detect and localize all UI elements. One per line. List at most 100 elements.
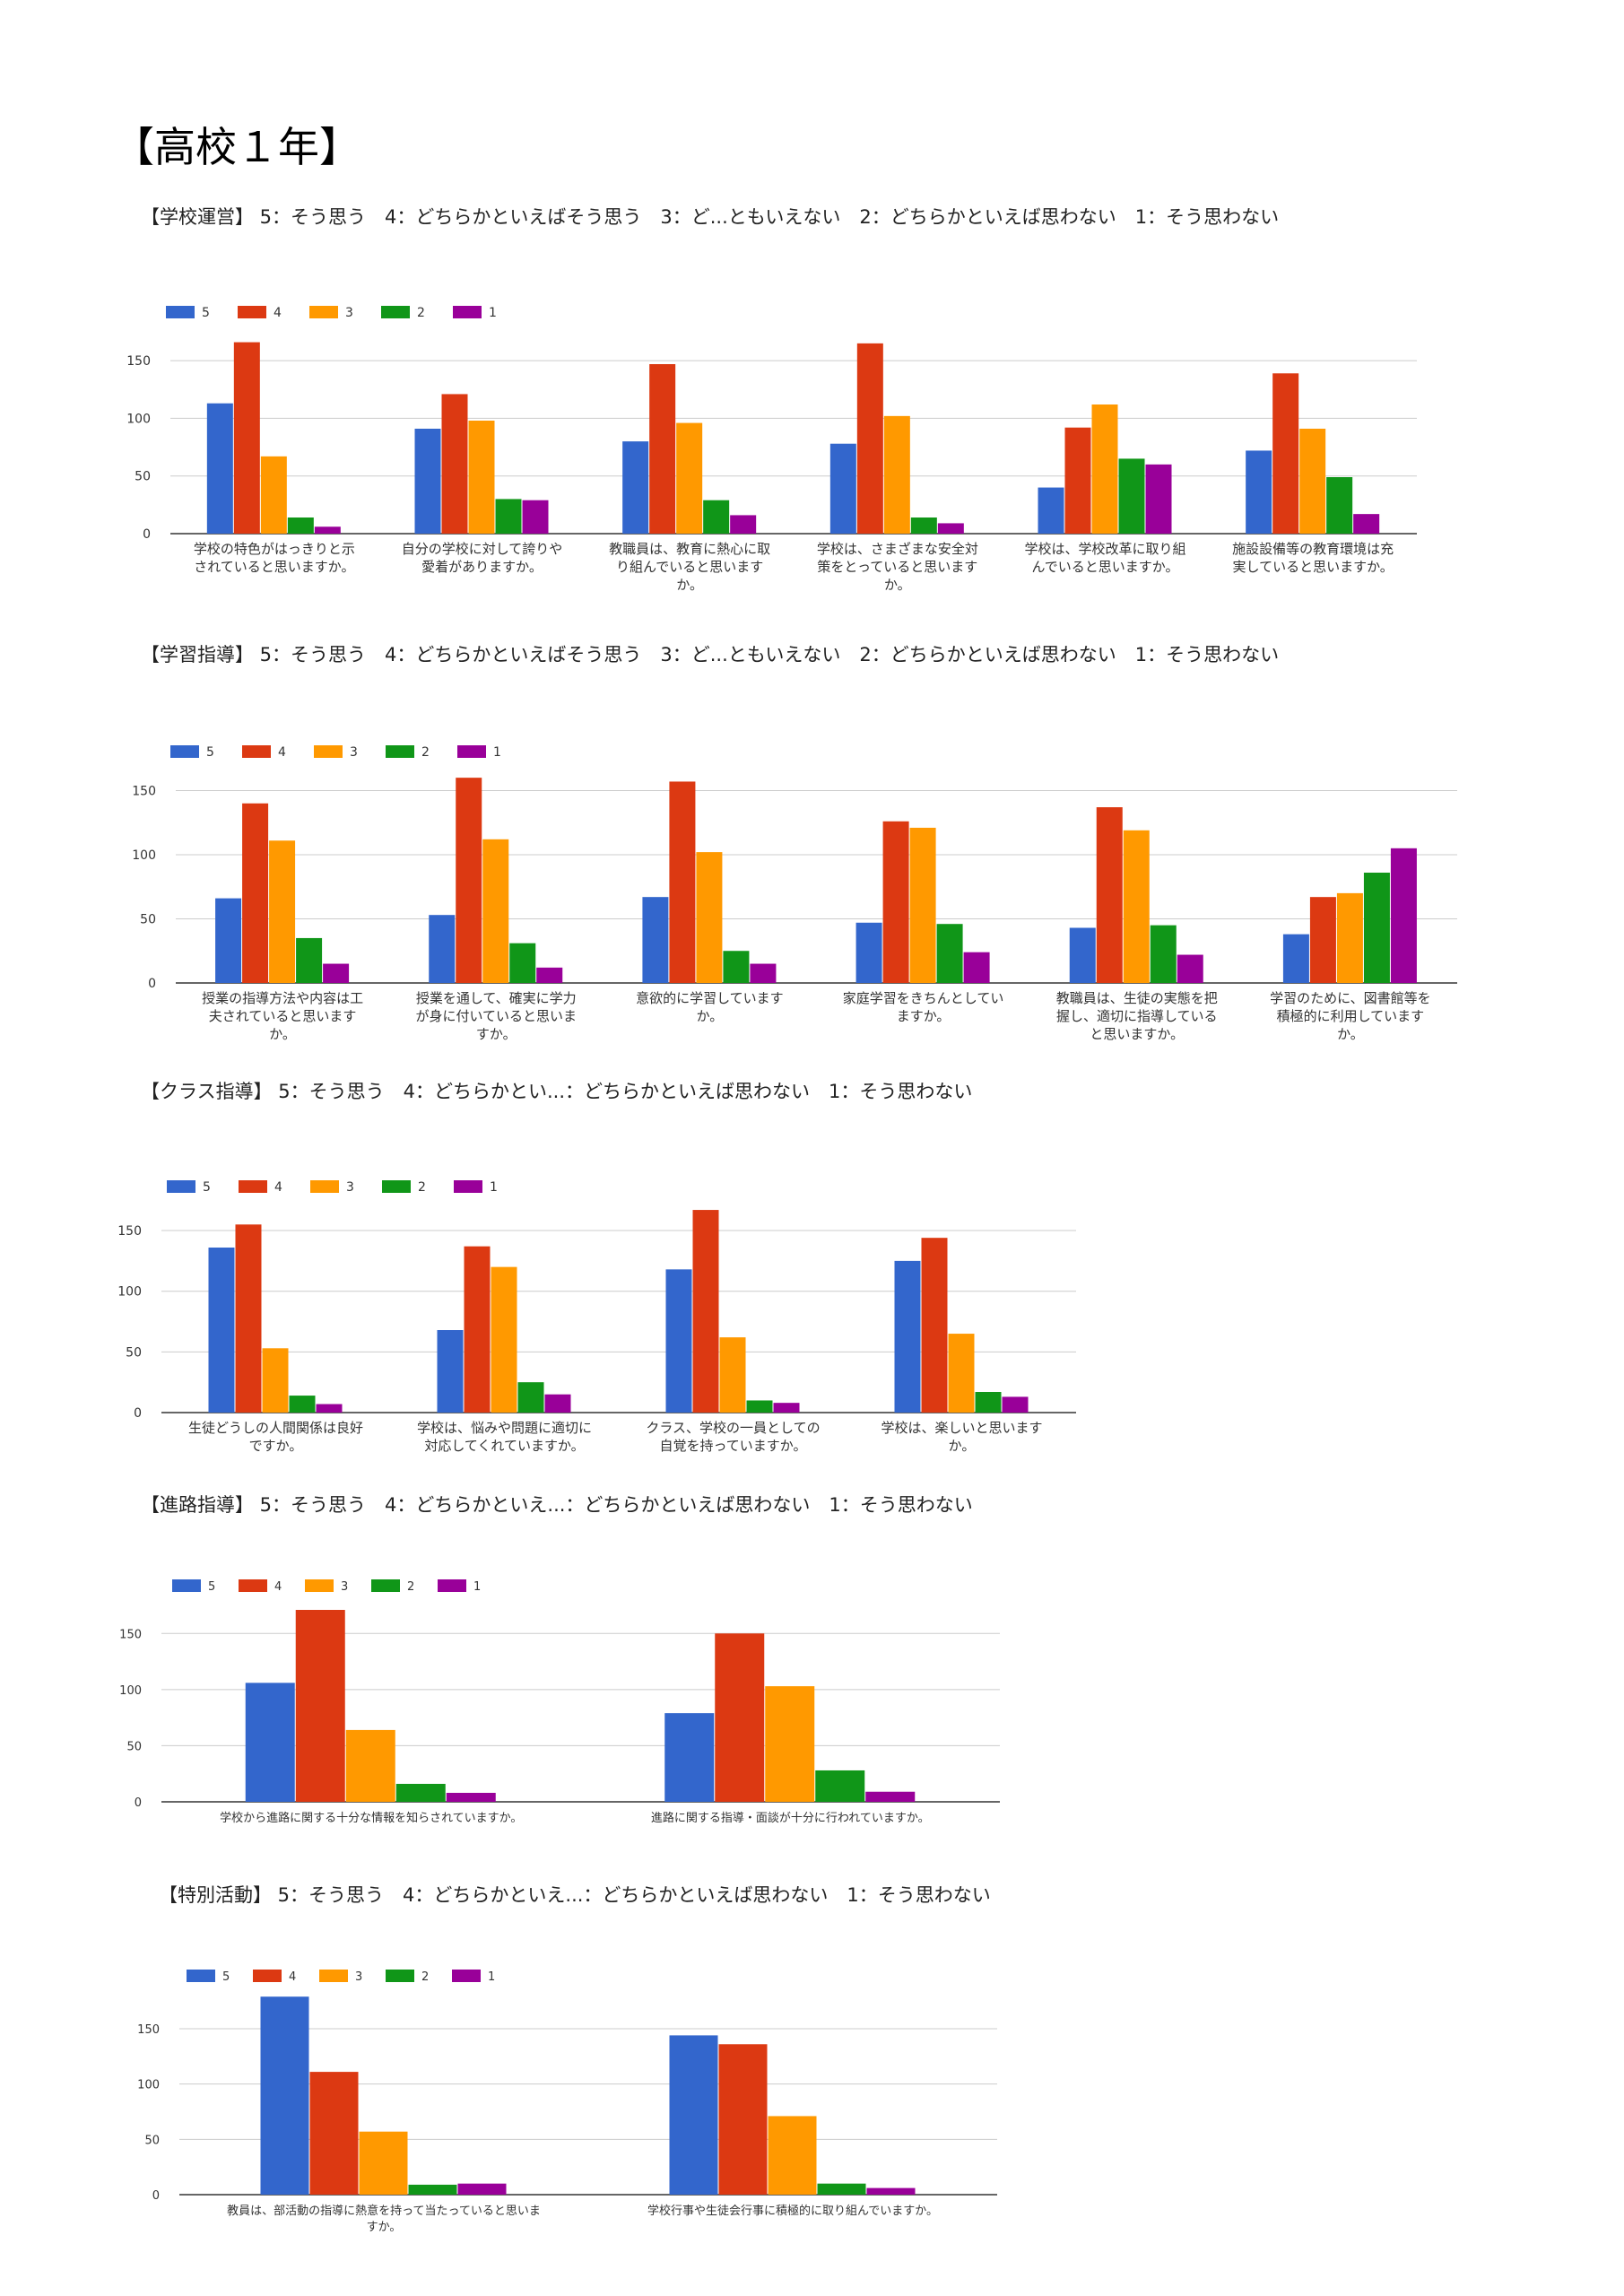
bar (215, 898, 242, 983)
legend-label: 2 (417, 306, 425, 320)
legend-label: 3 (346, 1180, 354, 1195)
bar (865, 1791, 916, 1802)
category-label: ですか。 (249, 1438, 303, 1454)
bar (948, 1334, 975, 1413)
category-label: か。 (269, 1026, 296, 1042)
bar (1326, 477, 1353, 534)
bar (509, 943, 536, 983)
y-tick-label: 100 (117, 1285, 142, 1300)
legend-swatch (172, 1579, 201, 1592)
bar (323, 963, 350, 983)
bar (457, 2183, 507, 2195)
bar (883, 415, 910, 534)
y-tick-label: 150 (126, 354, 151, 369)
legend-label: 4 (278, 745, 286, 760)
bar (235, 1224, 262, 1413)
bar (1299, 429, 1326, 534)
section-heading-career-guidance: 【進路指導】 5：そう思う 4：どちらかといえ...：どちらかといえば思わない … (141, 1494, 973, 1516)
legend-swatch (239, 1579, 267, 1592)
bar (359, 2131, 408, 2195)
legend-label: 3 (350, 745, 358, 760)
legend-swatch (187, 1970, 215, 1982)
bar (773, 1403, 800, 1413)
legend-label: 2 (421, 1970, 429, 1984)
category-label: り組んでいると思います (616, 559, 763, 575)
legend-label: 5 (203, 1180, 211, 1195)
bar (1150, 925, 1177, 983)
legend-swatch (386, 745, 414, 758)
bar (269, 840, 296, 983)
y-tick-label: 50 (126, 1740, 142, 1753)
bar (242, 803, 269, 983)
category-label: か。 (884, 577, 911, 593)
bar (495, 499, 522, 534)
category-label: 学習のために、図書館等を (1270, 990, 1431, 1006)
category-label: 学校は、楽しいと思います (881, 1420, 1042, 1436)
category-label: 実していると思いますか。 (1233, 559, 1394, 575)
bar (1353, 514, 1380, 534)
section-heading-special-activities: 【特別活動】 5：そう思う 4：どちらかといえ...：どちらかといえば思わない … (159, 1884, 991, 1906)
bar (909, 827, 936, 983)
category-label: 教職員は、教育に熱心に取 (609, 541, 770, 557)
y-tick-label: 0 (148, 977, 156, 991)
category-label: 学校行事や生徒会行事に積極的に取り組んでいますか。 (647, 2204, 938, 2218)
bar (692, 1210, 719, 1413)
bar (937, 523, 964, 534)
bar (669, 2035, 718, 2195)
bar (437, 1330, 464, 1413)
bar (936, 924, 963, 983)
legend-swatch (386, 1970, 414, 1982)
bar (1091, 404, 1118, 534)
category-label: ますか。 (897, 1008, 951, 1024)
bar (730, 515, 757, 534)
category-label: 教員は、部活動の指導に熱意を持って当たっていると思いま (227, 2204, 541, 2218)
category-label: 学校から進路に関する十分な情報を知らされていますか。 (220, 1811, 522, 1825)
legend-label: 2 (421, 745, 430, 760)
bar (963, 952, 990, 983)
y-tick-label: 150 (132, 784, 156, 798)
category-label: 施設設備等の教育環境は充 (1232, 541, 1394, 557)
legend-label: 4 (274, 1580, 282, 1594)
section-heading-class-guidance: 【クラス指導】 5：そう思う 4：どちらかとい...：どちらかといえば思わない … (141, 1081, 973, 1102)
bar (456, 778, 482, 983)
bar (649, 364, 676, 534)
legend-swatch (167, 1180, 195, 1193)
bar (765, 1686, 815, 1802)
bar (746, 1400, 773, 1413)
category-label: が身に付いていると思いま (415, 1008, 577, 1024)
legend-swatch (309, 306, 338, 318)
bar (233, 342, 260, 534)
legend-label: 3 (345, 306, 353, 320)
bar (446, 1792, 496, 1802)
legend-label: 2 (418, 1180, 426, 1195)
legend-swatch (314, 745, 343, 758)
legend-swatch (438, 1579, 466, 1592)
bar (395, 1783, 446, 1802)
bar (1390, 848, 1417, 983)
section-heading-school-management: 【学校運営】 5：そう思う 4：どちらかといえばそう思う 3：ど...ともいえな… (141, 206, 1280, 228)
bar (345, 1729, 395, 1802)
category-label: んでいると思いますか。 (1032, 559, 1179, 575)
bar (464, 1246, 491, 1413)
bar (309, 2072, 359, 2195)
bar (622, 441, 649, 534)
bar (468, 421, 495, 534)
category-label: か。 (949, 1438, 976, 1454)
legend-swatch (238, 306, 266, 318)
bar (696, 852, 723, 983)
bar (723, 951, 750, 983)
legend-label: 5 (222, 1970, 230, 1984)
bar (665, 1269, 692, 1413)
legend-swatch (253, 1970, 282, 1982)
bar (1177, 954, 1203, 983)
legend-swatch (371, 1579, 400, 1592)
bar (544, 1394, 571, 1413)
y-tick-label: 150 (117, 1224, 142, 1239)
y-tick-label: 0 (152, 2189, 160, 2203)
bar (664, 1713, 715, 1802)
y-tick-label: 50 (140, 912, 156, 926)
legend-swatch (454, 1180, 482, 1193)
bar (414, 429, 441, 534)
category-label: 愛着がありますか。 (421, 559, 543, 575)
